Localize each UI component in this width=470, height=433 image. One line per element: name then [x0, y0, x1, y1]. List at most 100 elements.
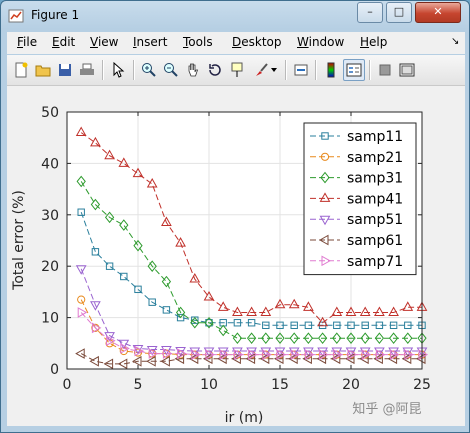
data-point: [217, 353, 227, 365]
hide-plot-tools-icon[interactable]: [375, 60, 395, 80]
y-tick-label: 30: [41, 208, 59, 224]
legend-marker: [319, 215, 331, 226]
open-file-icon[interactable]: [33, 60, 53, 80]
data-point: [147, 260, 157, 273]
pan-hand-icon[interactable]: [183, 60, 203, 80]
menu-desktop[interactable]: Desktop: [232, 35, 282, 49]
brush-icon[interactable]: [251, 60, 271, 80]
data-point: [388, 347, 399, 358]
legend-entry-samp31[interactable]: samp31: [310, 171, 403, 187]
data-point: [90, 198, 101, 211]
data-point: [331, 347, 343, 358]
series-line: [80, 312, 422, 356]
data-point: [387, 353, 398, 365]
new-figure-icon[interactable]: [11, 60, 31, 80]
data-point: [262, 321, 270, 330]
data-point: [246, 347, 257, 358]
legend-entry-samp51[interactable]: samp51: [310, 212, 403, 228]
y-tick-label: 20: [41, 259, 59, 275]
edit-plot-arrow-icon[interactable]: [108, 60, 128, 80]
data-point: [75, 348, 85, 359]
matlab-figure-icon: [8, 9, 24, 23]
colorbar-icon[interactable]: [321, 60, 341, 80]
print-icon[interactable]: [77, 60, 97, 80]
data-point: [132, 167, 144, 178]
data-point: [373, 353, 383, 365]
zoom-in-icon[interactable]: [139, 60, 159, 80]
data-point: [91, 323, 100, 332]
data-point: [262, 349, 272, 360]
data-cursor-icon[interactable]: [227, 60, 247, 80]
brush-dropdown-icon[interactable]: [269, 60, 279, 80]
rotate-3d-icon[interactable]: [205, 60, 225, 80]
data-point: [288, 353, 298, 365]
legend-entry-samp61[interactable]: samp61: [310, 233, 403, 249]
legend-marker: [320, 152, 330, 161]
axes-box: [66, 111, 423, 370]
menu-help[interactable]: Help: [360, 35, 388, 49]
data-point: [404, 321, 412, 330]
legend-icon[interactable]: [343, 59, 365, 81]
data-point: [332, 332, 342, 344]
data-point: [276, 349, 287, 360]
data-point: [375, 349, 386, 360]
data-point: [245, 353, 256, 365]
data-point: [390, 349, 400, 360]
series-line: [80, 132, 422, 324]
legend-entry-samp21[interactable]: samp21: [310, 150, 403, 166]
data-point: [75, 265, 87, 275]
data-point: [404, 349, 414, 360]
data-point: [75, 126, 87, 137]
data-point: [233, 319, 242, 327]
legend-marker: [320, 171, 330, 184]
series-samp41: [75, 126, 428, 327]
data-point: [117, 358, 128, 370]
data-point: [119, 219, 129, 231]
legend-entry-samp71[interactable]: samp71: [310, 254, 403, 270]
data-point: [190, 316, 200, 329]
data-point: [333, 349, 343, 360]
x-tick-label: 10: [200, 377, 218, 393]
legend-label: samp71: [347, 254, 403, 270]
legend-marker: [321, 255, 332, 267]
menu-view[interactable]: View: [90, 35, 119, 49]
menu-file[interactable]: File: [17, 35, 38, 49]
close-button[interactable]: ✕: [415, 2, 461, 23]
show-plot-tools-icon[interactable]: [397, 60, 417, 80]
series-line: [80, 181, 422, 339]
legend-entry-samp41[interactable]: samp41: [310, 191, 403, 207]
data-point: [203, 347, 215, 358]
menu-bar: File Edit View Insert Tools Desktop Wind…: [7, 32, 465, 54]
data-point: [162, 306, 171, 314]
series-line: [80, 212, 422, 326]
legend[interactable]: samp11 samp21 samp31 samp41 samp51 samp61 samp…: [303, 122, 417, 276]
maximize-button[interactable]: □: [386, 2, 412, 23]
save-icon[interactable]: [55, 60, 75, 80]
legend-label: samp31: [347, 171, 403, 187]
minimize-button[interactable]: –: [357, 2, 383, 23]
menu-window[interactable]: Window: [297, 35, 345, 49]
data-point: [202, 353, 213, 365]
y-tick-label: 50: [41, 105, 59, 121]
link-plot-icon[interactable]: [291, 60, 311, 80]
menu-insert[interactable]: Insert: [133, 35, 168, 49]
series-samp71: [77, 307, 429, 360]
legend-entry-samp11[interactable]: samp11: [310, 129, 403, 145]
legend-label: samp61: [347, 233, 403, 249]
toolbar-separator: [133, 60, 135, 80]
data-point: [248, 349, 258, 360]
data-point: [191, 349, 201, 360]
data-point: [232, 347, 243, 358]
menu-edit[interactable]: Edit: [52, 35, 76, 49]
x-tick-label: 25: [413, 377, 431, 393]
dock-arrow-icon[interactable]: ↘: [451, 36, 460, 47]
data-point: [302, 353, 312, 365]
menu-tools[interactable]: Tools: [183, 35, 213, 49]
data-point: [148, 298, 156, 306]
data-point: [189, 347, 201, 358]
zoom-out-icon[interactable]: [161, 60, 181, 80]
title-bar[interactable]: Figure 1 – □ ✕: [1, 1, 469, 31]
data-point: [146, 345, 158, 356]
data-point: [161, 345, 172, 356]
data-point: [175, 237, 186, 247]
